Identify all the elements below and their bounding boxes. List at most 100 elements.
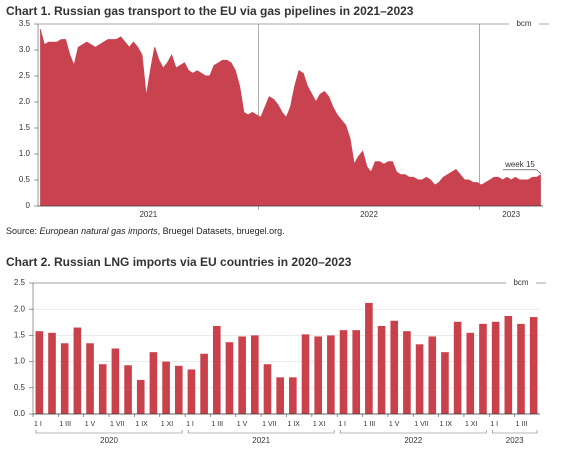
x-tick-label: 1 I — [338, 421, 346, 428]
x-period-label: 2022 — [404, 436, 422, 445]
bar — [301, 334, 310, 414]
bar — [390, 320, 399, 414]
y-tick-label: 1.0 — [14, 357, 26, 366]
bar — [479, 323, 487, 414]
bar — [428, 336, 437, 414]
x-period-label: 2023 — [506, 436, 524, 445]
x-tick-label: 1 VII — [262, 421, 276, 428]
x-period-label: 2023 — [502, 210, 520, 219]
y-tick-label: 1.5 — [19, 123, 31, 132]
x-tick-label: 1 I — [186, 421, 194, 428]
area-fill — [40, 29, 541, 207]
x-tick-label: 1 III — [211, 421, 223, 428]
x-tick-label: 1 III — [364, 421, 376, 428]
x-tick-label: 1 XI — [465, 421, 478, 428]
bar — [73, 327, 82, 414]
x-period-label: 2021 — [139, 210, 157, 219]
x-period-label: 2022 — [360, 210, 378, 219]
y-tick-label: 2.0 — [14, 304, 26, 313]
source-prefix: Source: — [6, 226, 40, 236]
y-tick-label: 3.5 — [19, 19, 31, 28]
bar — [212, 325, 221, 414]
unit: bcm — [513, 278, 528, 287]
bar — [339, 330, 348, 414]
bar — [111, 348, 120, 414]
period-bracket — [492, 430, 538, 434]
x-tick-label: 1 VII — [414, 421, 428, 428]
y-tick-label: 0.0 — [14, 409, 26, 418]
x-tick-label: 1 III — [516, 421, 528, 428]
x-tick-label: 1 V — [237, 421, 248, 428]
y-tick-label: 1.0 — [19, 149, 31, 158]
bar — [200, 353, 208, 414]
y-tick-label: 2.0 — [19, 97, 31, 106]
bar — [263, 364, 272, 414]
unit-bg — [509, 19, 539, 29]
bar — [365, 302, 373, 414]
y-tick-label: 0 — [26, 201, 31, 210]
bar — [187, 369, 196, 414]
bar — [48, 332, 56, 414]
chart-title: Chart 1. Russian gas transport to the EU… — [6, 4, 414, 18]
period-bracket — [339, 430, 487, 434]
bar — [136, 379, 145, 414]
x-period-label: 2020 — [100, 436, 118, 445]
bar — [162, 361, 170, 414]
bar — [174, 365, 183, 414]
bar — [377, 325, 386, 414]
bar — [149, 352, 158, 414]
source-suffix: , Bruegel Datasets, bruegel.org. — [158, 226, 285, 236]
y-tick-label: 2.5 — [14, 278, 26, 287]
x-tick-label: 1 V — [389, 421, 400, 428]
bar — [225, 342, 234, 414]
period-bracket — [35, 430, 183, 434]
bar — [60, 343, 69, 414]
unit: bcm — [516, 19, 531, 28]
annotation: week 15 — [504, 160, 535, 169]
bar — [35, 331, 44, 414]
bar — [441, 352, 449, 414]
bar — [352, 330, 361, 414]
source-italic: European natural gas imports — [40, 226, 159, 236]
y-tick-label: 0.5 — [19, 175, 31, 184]
bar — [124, 365, 132, 414]
bar — [289, 377, 297, 414]
bar — [276, 377, 284, 414]
source: Source: European natural gas imports, Br… — [6, 226, 285, 236]
period-bracket — [187, 430, 335, 434]
chart-title: Chart 2. Russian LNG imports via EU coun… — [6, 255, 352, 269]
x-tick-label: 1 IX — [135, 421, 148, 428]
bar — [504, 316, 513, 414]
bar — [466, 332, 475, 414]
bar — [238, 336, 246, 414]
bar — [251, 335, 259, 414]
y-tick-label: 1.5 — [14, 331, 26, 340]
x-tick-label: 1 XI — [161, 421, 174, 428]
x-tick-label: 1 VII — [110, 421, 124, 428]
x-period-label: 2021 — [252, 436, 270, 445]
y-tick-label: 3.0 — [19, 45, 31, 54]
area-line — [39, 29, 542, 186]
x-tick-label: 1 IX — [440, 421, 453, 428]
x-tick-label: 1 XI — [313, 421, 326, 428]
bar — [98, 364, 107, 414]
bar — [327, 335, 335, 414]
y-tick-label: 2.5 — [19, 71, 31, 80]
bar — [403, 331, 411, 414]
x-tick-label: 1 V — [85, 421, 96, 428]
bar — [314, 336, 322, 414]
y-tick-label: 0.5 — [14, 383, 26, 392]
bar — [453, 321, 462, 414]
bar — [517, 323, 525, 414]
bar — [491, 321, 500, 414]
bar — [415, 344, 424, 414]
annotation-line — [536, 169, 542, 175]
x-tick-label: 1 III — [59, 421, 71, 428]
bar — [529, 317, 538, 414]
x-tick-label: 1 I — [490, 421, 498, 428]
unit-bg — [506, 278, 536, 288]
bar — [86, 343, 94, 414]
x-tick-label: 1 I — [34, 421, 42, 428]
x-tick-label: 1 IX — [288, 421, 301, 428]
